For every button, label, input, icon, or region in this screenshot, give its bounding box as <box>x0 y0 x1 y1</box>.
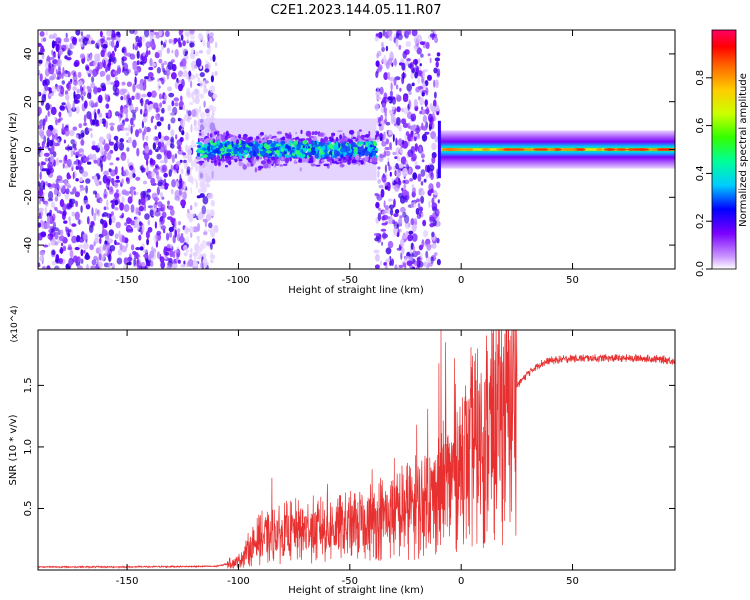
snr-line-layer <box>38 330 675 569</box>
heatmap-region-3 <box>437 120 675 179</box>
spectrogram-xlabel: Height of straight line (km) <box>288 285 424 296</box>
figure-title: C2E1.2023.144.05.11.R07 <box>270 3 441 18</box>
snr-panel: -150 -100 -50 0 50 0.5 1.0 1.5 Height of straig… <box>8 305 676 596</box>
colorbar-tick-label: 0.0 <box>695 261 706 277</box>
colorbar-tick-label: 0.8 <box>695 70 706 86</box>
snr-xtick-label: -150 <box>116 576 139 587</box>
spectrogram-ylabel: Frequency (Hz) <box>8 112 19 188</box>
snr-ylabel: SNR (10 * v/v) <box>8 414 19 485</box>
spectrogram-ytick-label: 20 <box>23 95 34 108</box>
spectrogram-xtick-label: -50 <box>342 275 358 286</box>
snr-xtick-label: -50 <box>342 576 358 587</box>
spectrogram-ticks: -150 -100 -50 0 50 -40 -20 0 20 40 <box>23 30 675 286</box>
heatmap-layer <box>38 30 675 269</box>
spectrogram-xtick-label: 0 <box>458 275 464 286</box>
snr-xtick-label: -100 <box>227 576 250 587</box>
colorbar-tick-label: 0.6 <box>695 118 706 134</box>
colorbar-tick-label: 0.4 <box>695 165 706 181</box>
snr-xlabel: Height of straight line (km) <box>288 585 424 596</box>
snr-xtick-label: 0 <box>458 576 464 587</box>
spectrogram-panel: -150 -100 -50 0 50 -40 -20 0 20 40 Height of stra… <box>8 29 676 296</box>
heatmap-region-0 <box>38 30 219 269</box>
heatmap-region-1 <box>196 118 379 181</box>
snr-axes-frame <box>37 329 676 571</box>
snr-line <box>38 330 675 569</box>
spectrogram-xtick-label: -150 <box>116 275 139 286</box>
spectrogram-ytick-label: 0 <box>23 146 34 152</box>
colorbar-gradient <box>711 29 737 270</box>
colorbar-ticks: 0.0 0.2 0.4 0.6 0.8 <box>695 70 712 277</box>
spectrogram-xtick-label: 50 <box>566 275 579 286</box>
colorbar-label: Normalized spectral amplitude <box>738 73 749 227</box>
spectrogram-ytick-label: 40 <box>23 48 34 61</box>
spectrogram-xtick-label: -100 <box>227 275 250 286</box>
snr-ytick-label: 0.5 <box>23 501 34 517</box>
spectrogram-ytick-label: -40 <box>23 237 34 253</box>
snr-ytick-label: 1.0 <box>23 439 34 455</box>
heatmap-region-2 <box>373 30 441 269</box>
snr-ytick-label: 1.5 <box>23 377 34 393</box>
colorbar-tick-label: 0.2 <box>695 213 706 229</box>
snr-ticks: -150 -100 -50 0 50 0.5 1.0 1.5 <box>23 330 675 587</box>
spectrogram-ytick-label: -20 <box>23 189 34 205</box>
colorbar: 0.0 0.2 0.4 0.6 0.8 Normalized spectral ampl… <box>695 29 749 277</box>
snr-xtick-label: 50 <box>566 576 579 587</box>
snr-multiplier: (x10^4) <box>10 305 20 342</box>
